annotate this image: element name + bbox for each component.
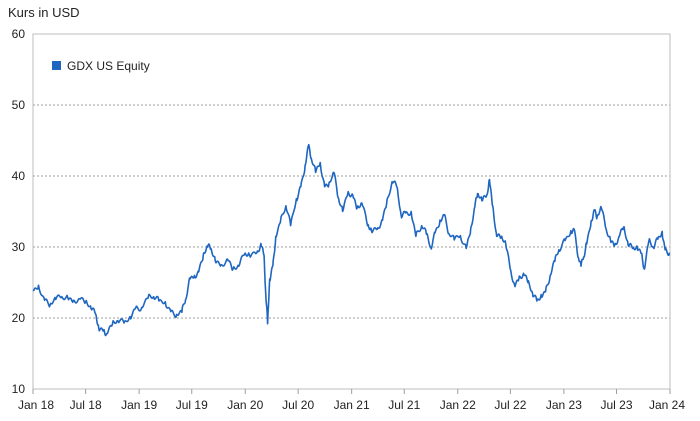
- series-line-gdx-us-equity: [32, 143, 671, 337]
- y-tick-label: 30: [12, 240, 26, 254]
- plot-area-frame: [32, 33, 671, 390]
- x-tick-label: Jan 24: [649, 398, 685, 412]
- y-tick-label: 60: [12, 27, 26, 41]
- x-tick-label: Jul 22: [494, 398, 526, 412]
- x-tick-label: Jan 22: [440, 398, 476, 412]
- x-tick-label: Jul 18: [70, 398, 102, 412]
- x-axis: Jan 18 Jul 18 Jan 19 Jul 19 Jan 20 Jul 20 Jan …: [18, 389, 685, 412]
- legend-swatch: [52, 61, 61, 70]
- x-tick-label: Jul 23: [600, 398, 632, 412]
- legend: GDX US Equity: [52, 59, 150, 73]
- x-tick-label: Jan 18: [18, 398, 54, 412]
- x-tick-label: Jan 23: [546, 398, 582, 412]
- x-tick-label: Jul 20: [282, 398, 314, 412]
- y-axis-title: Kurs in USD: [8, 5, 80, 20]
- y-axis-tick-labels: 60 50 40 30 20 10: [12, 27, 26, 396]
- legend-label: GDX US Equity: [67, 59, 150, 73]
- x-tick-label: Jan 21: [334, 398, 370, 412]
- x-tick-label: Jul 19: [176, 398, 208, 412]
- y-tick-label: 20: [12, 311, 26, 325]
- x-tick-label: Jan 20: [227, 398, 263, 412]
- y-tick-label: 40: [12, 169, 26, 183]
- x-tick-label: Jan 19: [121, 398, 157, 412]
- x-tick-label: Jul 21: [388, 398, 420, 412]
- y-tick-label: 10: [12, 382, 26, 396]
- y-tick-label: 50: [12, 98, 26, 112]
- grid-lines: [33, 104, 670, 319]
